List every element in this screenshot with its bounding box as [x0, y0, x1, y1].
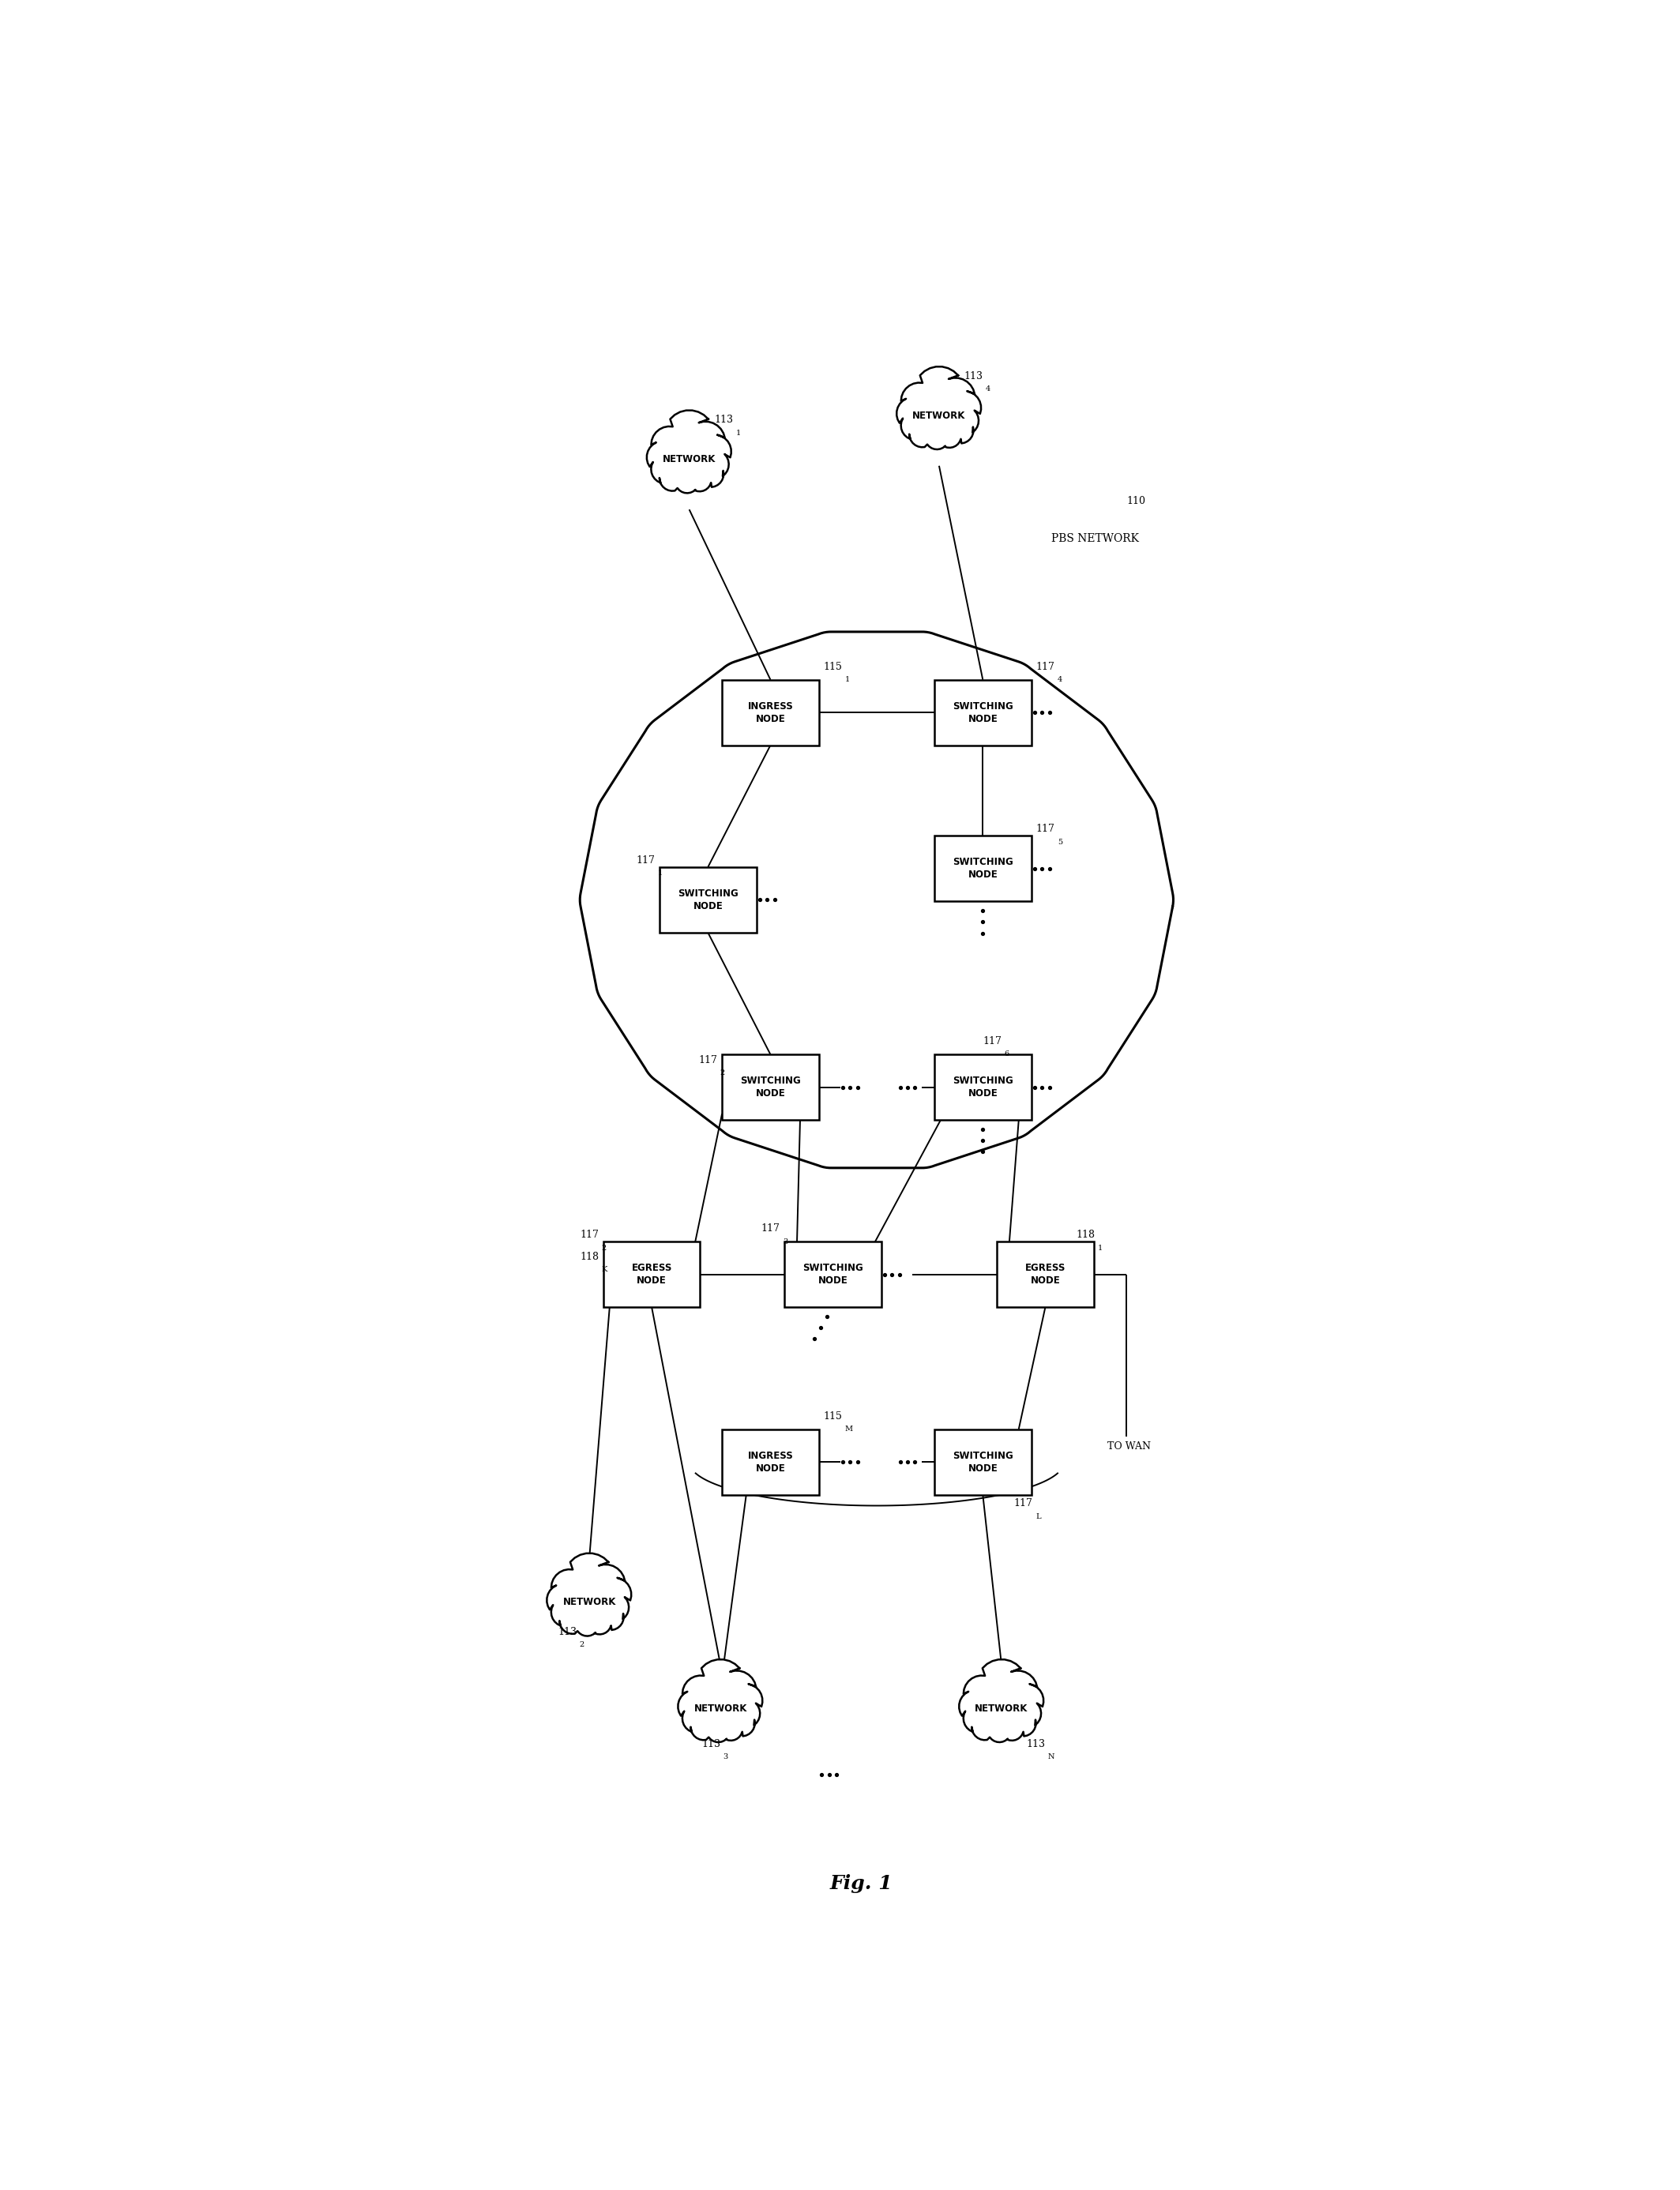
FancyBboxPatch shape — [934, 1430, 1032, 1496]
Text: 113: 113 — [714, 414, 732, 425]
Text: SWITCHING
NODE: SWITCHING NODE — [953, 856, 1013, 880]
Text: 3: 3 — [783, 1237, 788, 1246]
Text: 115: 115 — [823, 661, 842, 672]
FancyBboxPatch shape — [603, 1242, 701, 1307]
Text: EGRESS
NODE: EGRESS NODE — [632, 1264, 672, 1286]
Text: SWITCHING
NODE: SWITCHING NODE — [677, 889, 738, 911]
Text: INGRESS
NODE: INGRESS NODE — [748, 701, 793, 725]
FancyBboxPatch shape — [722, 1430, 818, 1496]
FancyBboxPatch shape — [996, 1242, 1094, 1307]
Text: 117: 117 — [1037, 823, 1055, 834]
Text: 6: 6 — [1005, 1051, 1010, 1058]
Text: K: K — [601, 1266, 606, 1272]
Text: 117: 117 — [637, 856, 655, 865]
Polygon shape — [897, 366, 981, 449]
Text: 113: 113 — [1026, 1739, 1045, 1750]
Text: PBS NETWORK: PBS NETWORK — [1052, 532, 1139, 543]
Text: SWITCHING
NODE: SWITCHING NODE — [803, 1264, 864, 1286]
Text: 5: 5 — [1057, 839, 1062, 845]
Text: 2: 2 — [580, 1640, 585, 1649]
Text: N: N — [1048, 1754, 1055, 1761]
Text: SWITCHING
NODE: SWITCHING NODE — [953, 701, 1013, 725]
Text: L: L — [1035, 1513, 1042, 1520]
Text: 118: 118 — [580, 1253, 598, 1261]
Text: 4: 4 — [1057, 677, 1062, 683]
Text: 117: 117 — [761, 1224, 780, 1233]
Text: 1: 1 — [1099, 1244, 1104, 1250]
Text: NETWORK: NETWORK — [974, 1704, 1028, 1713]
Text: 117: 117 — [580, 1231, 598, 1240]
Text: EGRESS
NODE: EGRESS NODE — [1025, 1264, 1065, 1286]
FancyBboxPatch shape — [660, 867, 756, 933]
Text: 117: 117 — [1015, 1498, 1033, 1509]
Text: SWITCHING
NODE: SWITCHING NODE — [953, 1075, 1013, 1099]
Text: SWITCHING
NODE: SWITCHING NODE — [741, 1075, 801, 1099]
FancyBboxPatch shape — [722, 1053, 818, 1119]
Polygon shape — [548, 1553, 632, 1636]
Text: M: M — [845, 1426, 853, 1432]
Text: 1: 1 — [657, 869, 662, 876]
Text: 117: 117 — [1037, 661, 1055, 672]
Polygon shape — [679, 1660, 763, 1743]
Text: 2: 2 — [601, 1244, 606, 1250]
Text: 1: 1 — [736, 429, 741, 436]
Text: NETWORK: NETWORK — [912, 410, 966, 420]
Text: 3: 3 — [724, 1754, 727, 1761]
Polygon shape — [580, 631, 1173, 1167]
Text: 115: 115 — [823, 1410, 842, 1421]
Text: TO WAN: TO WAN — [1107, 1441, 1151, 1452]
Text: 2: 2 — [721, 1069, 726, 1077]
Text: 117: 117 — [699, 1056, 717, 1064]
Text: NETWORK: NETWORK — [563, 1597, 617, 1607]
Text: 117: 117 — [983, 1036, 1001, 1047]
Polygon shape — [647, 410, 731, 493]
Text: 1: 1 — [845, 677, 850, 683]
Text: 113: 113 — [558, 1627, 576, 1636]
FancyBboxPatch shape — [785, 1242, 882, 1307]
Text: SWITCHING
NODE: SWITCHING NODE — [953, 1450, 1013, 1474]
FancyBboxPatch shape — [722, 679, 818, 745]
Text: INGRESS
NODE: INGRESS NODE — [748, 1450, 793, 1474]
Text: 118: 118 — [1077, 1231, 1095, 1240]
FancyBboxPatch shape — [934, 679, 1032, 745]
FancyBboxPatch shape — [934, 1053, 1032, 1119]
FancyBboxPatch shape — [934, 837, 1032, 902]
Text: NETWORK: NETWORK — [662, 453, 716, 464]
Text: Fig. 1: Fig. 1 — [830, 1875, 892, 1892]
Text: 4: 4 — [986, 385, 991, 392]
Polygon shape — [959, 1660, 1043, 1743]
Text: 110: 110 — [1127, 497, 1146, 506]
Text: 113: 113 — [964, 370, 983, 381]
Text: 113: 113 — [702, 1739, 721, 1750]
Text: NETWORK: NETWORK — [694, 1704, 748, 1713]
